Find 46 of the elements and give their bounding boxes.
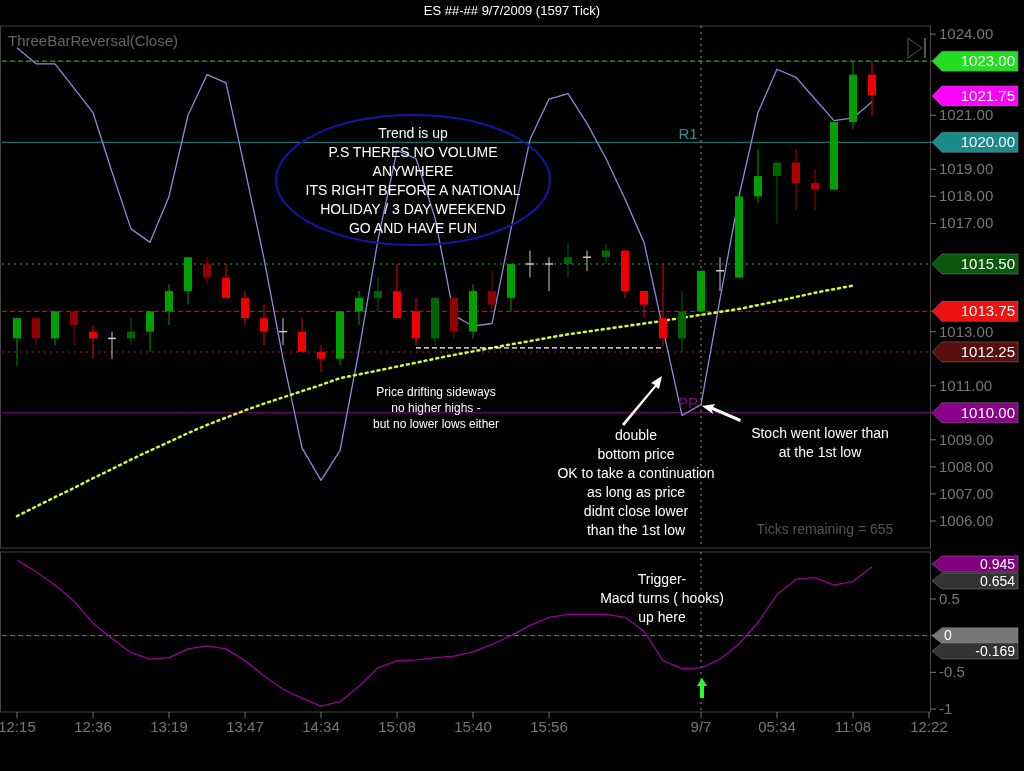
y-tick-label: -0.5 xyxy=(939,663,965,681)
x-tick-label: 9/7 xyxy=(690,718,712,735)
y-tick-label: 1021.00 xyxy=(939,106,994,124)
ref-line-label: 1020.00 xyxy=(960,133,1015,151)
text: 0.945 xyxy=(979,555,1016,572)
annotation: Price drifting sideways no higher highs - but no lower lows either xyxy=(372,385,500,431)
y-tick-label: 1024.00 xyxy=(939,25,994,43)
text: 0.654 xyxy=(979,572,1016,589)
x-tick-label: 12:36 xyxy=(74,718,112,735)
chart-title: ES ##-## 9/7/2009 (1597 Tick) xyxy=(423,3,601,18)
x-tick-label: 13:47 xyxy=(226,718,264,735)
y-tick-label: 1017.00 xyxy=(939,214,994,232)
ref-line-label: 0 xyxy=(944,627,952,644)
x-tick-label: 15:56 xyxy=(530,718,568,735)
y-tick-label: 1011.00 xyxy=(939,376,993,394)
annotation: PP xyxy=(677,394,699,411)
y-tick-label: 1009.00 xyxy=(939,430,994,448)
annotation: R1 xyxy=(678,125,698,142)
annotation: Ticks remaining = 655 xyxy=(756,521,894,537)
y-tick-label: 1008.00 xyxy=(939,457,994,475)
ref-line-label: 1023.00 xyxy=(960,52,1015,70)
y-tick-label: 1019.00 xyxy=(939,160,994,178)
annotation: Trigger- Macd turns ( hooks) up here xyxy=(600,571,724,625)
ref-line-label: 1015.50 xyxy=(960,255,1015,273)
x-tick-label: 15:08 xyxy=(378,718,416,735)
y-tick-label: 1006.00 xyxy=(939,511,994,529)
x-tick-label: 05:34 xyxy=(758,718,796,735)
x-tick-label: 15:40 xyxy=(454,718,492,735)
annotation: Stoch went lower than at the 1st low xyxy=(751,425,889,460)
text: -0.169 xyxy=(975,642,1016,659)
y-tick-label: -1 xyxy=(939,700,953,718)
y-tick-label: 1018.00 xyxy=(939,187,994,205)
ref-line-label: 1012.25 xyxy=(960,342,1015,360)
ref-line-label: 1013.75 xyxy=(960,302,1015,320)
x-tick-label: 12:15 xyxy=(0,718,36,735)
ref-line-label: 1010.00 xyxy=(960,403,1015,421)
x-tick-label: 13:19 xyxy=(150,718,188,735)
chart-subtitle: ThreeBarReversal(Close) xyxy=(8,32,179,49)
annotation: double bottom price OK to take a continuation as long as price didnt close lower than the 1st low xyxy=(557,427,715,538)
y-tick-label: 0.5 xyxy=(939,589,960,607)
y-tick-label: 1007.00 xyxy=(939,484,994,502)
text: 1021.75 xyxy=(960,87,1015,104)
x-tick-label: 12:22 xyxy=(910,718,948,735)
x-tick-label: 14:34 xyxy=(302,718,340,735)
x-tick-label: 11:08 xyxy=(834,718,872,735)
y-tick-label: 1013.00 xyxy=(939,322,994,340)
